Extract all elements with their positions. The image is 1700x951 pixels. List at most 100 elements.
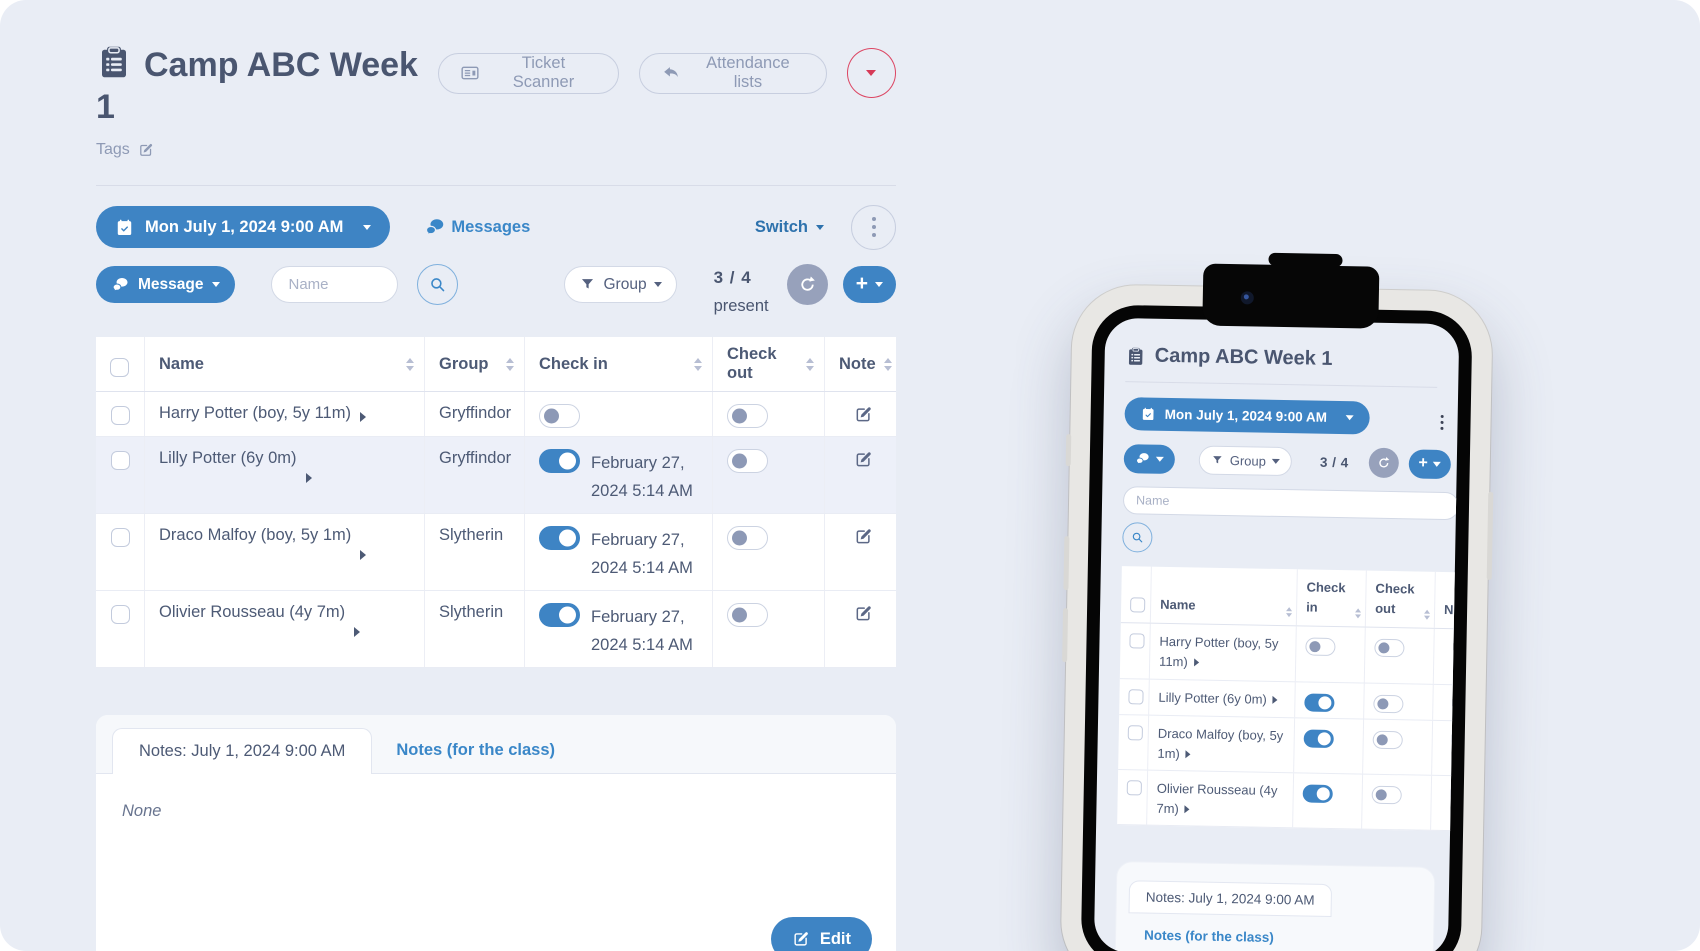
- row-checkbox[interactable]: [1128, 688, 1144, 705]
- phone-group-filter-dropdown[interactable]: Group: [1198, 444, 1293, 476]
- column-header-check-in[interactable]: Check in: [1295, 569, 1366, 627]
- check-out-toggle[interactable]: [1374, 639, 1405, 658]
- search-button[interactable]: [417, 264, 459, 306]
- sort-icon[interactable]: [1423, 609, 1431, 621]
- phone-refresh-button[interactable]: [1368, 447, 1399, 479]
- expand-row-icon[interactable]: [359, 412, 366, 423]
- name-search-input[interactable]: [271, 266, 399, 304]
- tab-notes-class[interactable]: Notes (for the class): [372, 728, 579, 773]
- refresh-button[interactable]: [786, 264, 828, 306]
- attendance-lists-button[interactable]: Attendance lists: [638, 52, 827, 94]
- expand-row-icon[interactable]: [1193, 658, 1199, 667]
- funnel-icon: [1211, 453, 1224, 466]
- note-button[interactable]: [1450, 695, 1459, 712]
- check-in-time: February 27, 2024 5:14 AM: [591, 608, 693, 655]
- tags-button[interactable]: Tags: [96, 141, 154, 159]
- session-date-dropdown[interactable]: Mon July 1, 2024 9:00 AM: [96, 206, 391, 249]
- phone-search-button[interactable]: [1122, 522, 1153, 553]
- note-button[interactable]: [854, 527, 873, 549]
- phone-tab-notes-session[interactable]: Notes: July 1, 2024 9:00 AM: [1128, 880, 1332, 918]
- expand-row-icon[interactable]: [354, 627, 361, 638]
- check-in-toggle[interactable]: [539, 526, 580, 551]
- group-filter-dropdown[interactable]: Group: [564, 266, 677, 304]
- sort-icon[interactable]: [806, 357, 814, 371]
- table-row: Harry Potter (boy, 5y 11m): [1119, 623, 1460, 685]
- phone-more-options-button[interactable]: [1440, 412, 1444, 427]
- column-header-check-in[interactable]: Check in: [524, 337, 712, 392]
- table-row: Draco Malfoy (boy, 5y 1m) Slytherin Febr…: [96, 514, 896, 592]
- note-button[interactable]: [854, 450, 873, 472]
- messages-link[interactable]: Messages: [424, 217, 530, 238]
- phone-tab-notes-class[interactable]: Notes (for the class): [1128, 923, 1290, 949]
- expand-row-icon[interactable]: [360, 550, 367, 561]
- column-header-note[interactable]: Note: [824, 337, 896, 392]
- add-dropdown-button[interactable]: +: [842, 266, 896, 304]
- select-all-checkbox[interactable]: [1130, 597, 1146, 613]
- refresh-icon: [798, 275, 817, 294]
- sort-icon[interactable]: [406, 357, 414, 371]
- note-button[interactable]: [1450, 731, 1460, 748]
- check-in-toggle[interactable]: [539, 603, 580, 628]
- check-out-toggle[interactable]: [1371, 785, 1402, 805]
- sort-icon[interactable]: [1285, 607, 1293, 618]
- check-in-toggle[interactable]: [1302, 784, 1333, 803]
- tab-notes-session[interactable]: Notes: July 1, 2024 9:00 AM: [112, 728, 373, 775]
- phone-add-dropdown-button[interactable]: +: [1408, 448, 1452, 479]
- notes-edit-button[interactable]: Edit: [770, 917, 872, 951]
- ticket-scanner-button[interactable]: Ticket Scanner: [438, 52, 619, 94]
- refresh-icon: [1376, 456, 1390, 470]
- check-out-toggle[interactable]: [1372, 730, 1403, 749]
- check-in-toggle[interactable]: [1303, 729, 1334, 748]
- page-title: Camp ABC Week 1: [96, 44, 426, 128]
- caret-down-icon: [866, 70, 877, 76]
- notes-content: None: [122, 802, 162, 821]
- note-button[interactable]: [1449, 786, 1460, 803]
- check-in-toggle[interactable]: [1304, 693, 1335, 712]
- switch-dropdown[interactable]: Switch: [755, 218, 824, 237]
- phone-mockup: Camp ABC Week 1 Mon July 1, 2024 9:00 AM: [1060, 252, 1494, 951]
- phone-session-date-dropdown[interactable]: Mon July 1, 2024 9:00 AM: [1124, 397, 1371, 435]
- phone-frame: Camp ABC Week 1 Mon July 1, 2024 9:00 AM: [1060, 252, 1494, 951]
- sort-icon[interactable]: [694, 357, 702, 371]
- column-header-group[interactable]: Group: [424, 337, 524, 392]
- column-header-name[interactable]: Name: [1149, 566, 1297, 626]
- check-out-toggle[interactable]: [727, 526, 768, 551]
- phone-name-search-input[interactable]: [1122, 486, 1460, 521]
- row-checkbox[interactable]: [1126, 780, 1142, 796]
- row-checkbox[interactable]: [110, 451, 130, 471]
- column-header-note[interactable]: Note: [1433, 571, 1460, 629]
- sort-icon[interactable]: [1354, 608, 1362, 619]
- message-dropdown-button[interactable]: Message: [96, 266, 236, 304]
- column-header-name[interactable]: Name: [144, 337, 424, 392]
- row-checkbox[interactable]: [110, 528, 130, 548]
- expand-row-icon[interactable]: [305, 473, 312, 484]
- check-out-toggle[interactable]: [727, 404, 768, 429]
- table-header-row: Name Group Check in Check out Note: [96, 337, 896, 393]
- check-out-toggle[interactable]: [1373, 694, 1404, 713]
- expand-row-icon[interactable]: [1272, 695, 1278, 704]
- expand-row-icon[interactable]: [1185, 750, 1191, 759]
- select-all-checkbox[interactable]: [109, 357, 129, 377]
- search-icon: [1130, 530, 1144, 544]
- check-in-toggle[interactable]: [539, 449, 580, 474]
- sort-icon[interactable]: [883, 357, 892, 371]
- row-checkbox[interactable]: [1129, 633, 1145, 649]
- phone-message-dropdown-button[interactable]: [1123, 443, 1176, 474]
- expand-row-icon[interactable]: [1184, 805, 1190, 814]
- sort-icon[interactable]: [506, 357, 514, 371]
- note-button[interactable]: [854, 405, 873, 427]
- check-in-toggle[interactable]: [539, 404, 580, 429]
- column-header-check-out[interactable]: Check out: [712, 337, 824, 392]
- note-button[interactable]: [1451, 639, 1459, 656]
- check-in-toggle[interactable]: [1305, 637, 1336, 657]
- check-out-toggle[interactable]: [727, 449, 768, 474]
- check-out-toggle[interactable]: [727, 603, 768, 628]
- column-header-check-out[interactable]: Check out: [1364, 570, 1435, 629]
- danger-dropdown-button[interactable]: [846, 48, 897, 98]
- row-checkbox[interactable]: [110, 406, 130, 426]
- note-button[interactable]: [854, 604, 873, 626]
- session-toolbar: Mon July 1, 2024 9:00 AM Messages Switch: [96, 204, 896, 250]
- more-options-button[interactable]: [851, 204, 896, 250]
- row-checkbox[interactable]: [1127, 724, 1143, 741]
- row-checkbox[interactable]: [110, 605, 130, 625]
